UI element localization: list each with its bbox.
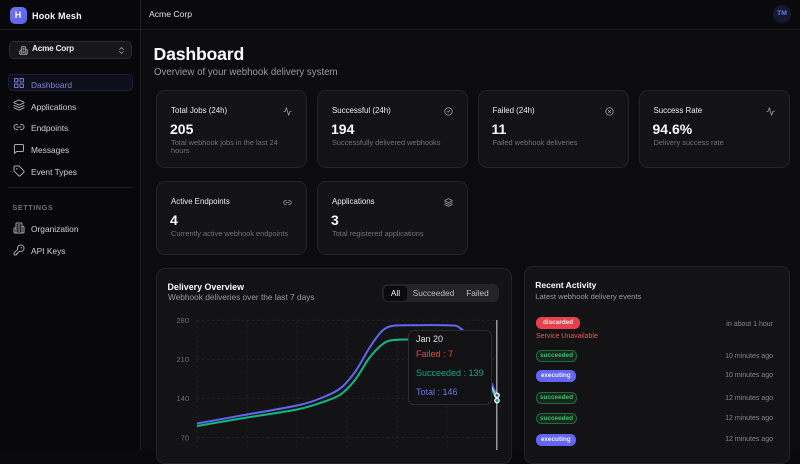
svg-text:140: 140 xyxy=(176,394,189,403)
svg-text:210: 210 xyxy=(176,355,189,364)
svg-text:70: 70 xyxy=(181,433,189,442)
svg-text:280: 280 xyxy=(176,316,189,325)
